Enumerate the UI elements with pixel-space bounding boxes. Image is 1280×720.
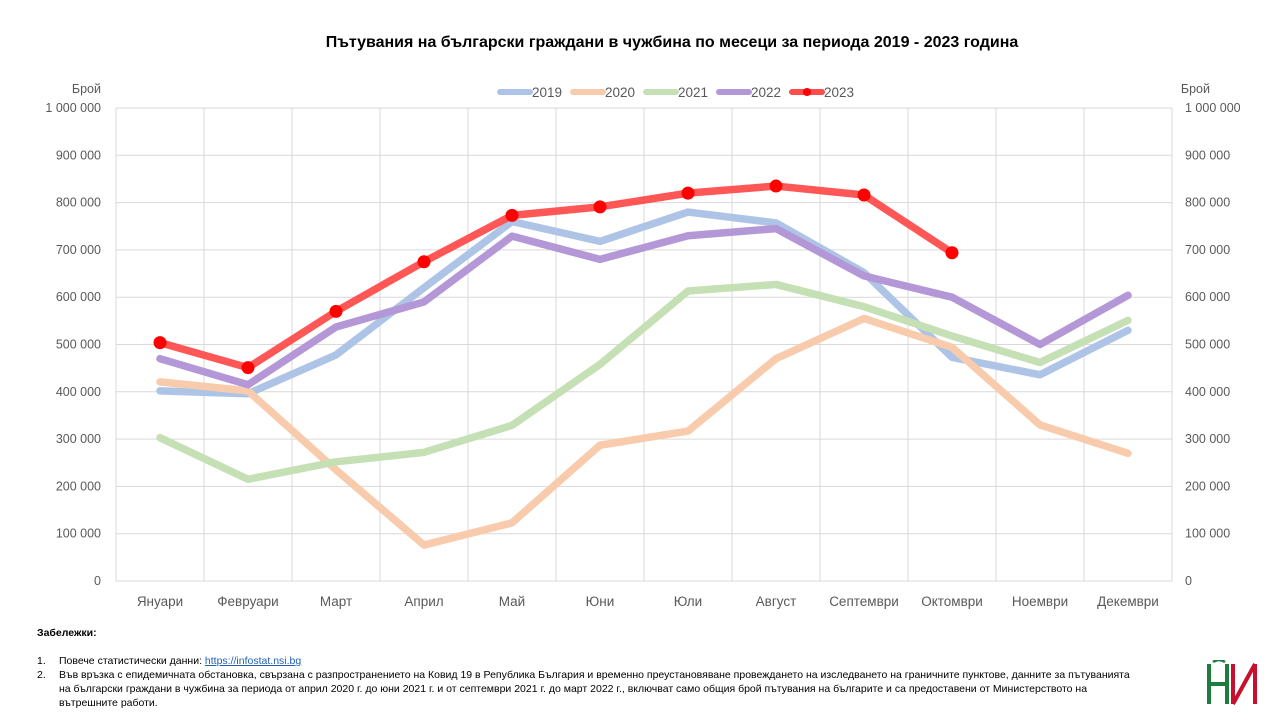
x-tick-label: Юли	[674, 594, 702, 609]
x-tick-label: Март	[320, 594, 352, 609]
y-tick-label-left: 600 000	[56, 290, 101, 304]
note-text: Повече статистически данни: https://info…	[59, 655, 302, 667]
legend-marker-2023	[803, 88, 811, 96]
x-tick-label: Ноември	[1012, 594, 1068, 609]
x-tick-label: Декември	[1097, 594, 1159, 609]
y-tick-label-left: 900 000	[56, 148, 101, 162]
y-tick-label-left: 400 000	[56, 385, 101, 399]
y-tick-label-left: 1 000 000	[45, 101, 101, 115]
infostat-link[interactable]: https://infostat.nsi.bg	[204, 655, 302, 667]
data-point-2023	[329, 304, 343, 318]
y-tick-label-left: 500 000	[56, 338, 101, 352]
y-tick-label-right: 900 000	[1185, 148, 1230, 162]
x-tick-label: Януари	[137, 594, 183, 609]
legend-label: 2019	[532, 85, 562, 100]
data-point-2023	[505, 208, 519, 222]
legend-label: 2021	[678, 85, 708, 100]
note-2: 2. Във връзка с епидемичната обстановка,…	[37, 668, 1137, 710]
line-chart: 0 0 100 000 100 000 200 000 200 000 300 000 300…	[45, 82, 1241, 609]
data-point-2023	[153, 336, 167, 350]
x-tick-label: Октомври	[921, 594, 983, 609]
series-line-2022	[156, 224, 1132, 389]
chart-title: Пътувания на български граждани в чужбин…	[325, 34, 1019, 51]
data-point-2023	[857, 188, 871, 202]
series-line-2023	[156, 182, 956, 372]
y-tick-label-right: 600 000	[1185, 290, 1230, 304]
x-tick-label: Април	[404, 594, 443, 609]
y-tick-label-left: 700 000	[56, 243, 101, 257]
data-point-2023	[945, 246, 959, 260]
y-tick-label-right: 0	[1185, 574, 1192, 588]
data-point-2023	[593, 200, 607, 214]
note-number: 1.	[37, 655, 46, 667]
note-1: 1. Повече статистически данни: https://i…	[37, 654, 1137, 668]
x-tick-label: Юни	[586, 594, 615, 609]
data-point-2023	[417, 255, 431, 269]
y-tick-label-left: 100 000	[56, 527, 101, 541]
x-tick-label: Февруари	[217, 594, 278, 609]
x-tick-label: Август	[756, 594, 797, 609]
nsi-logo	[1207, 660, 1257, 705]
legend-label: 2022	[751, 85, 781, 100]
y-tick-label-right: 700 000	[1185, 243, 1230, 257]
notes-title: Забележки:	[37, 627, 97, 639]
y-tick-label-left: 800 000	[56, 196, 101, 210]
y-tick-label-left: 200 000	[56, 479, 101, 493]
y-tick-label-right: 500 000	[1185, 338, 1230, 352]
data-point-2023	[769, 179, 783, 193]
y-tick-label-right: 800 000	[1185, 196, 1230, 210]
y-tick-label-right: 400 000	[1185, 385, 1230, 399]
y-tick-label-right: 200 000	[1185, 479, 1230, 493]
legend-label: 2023	[824, 85, 854, 100]
data-point-2023	[241, 361, 255, 375]
y-tick-label-right: 1 000 000	[1185, 101, 1241, 115]
y-tick-label-left: 0	[94, 574, 101, 588]
legend-label: 2020	[605, 85, 635, 100]
y-tick-label-right: 100 000	[1185, 527, 1230, 541]
series-line-2021	[156, 280, 1132, 484]
y-tick-label-right: 300 000	[1185, 432, 1230, 446]
y-axis-label-right: Брой	[1181, 82, 1210, 96]
note-text: Във връзка с епидемичната обстановка, св…	[59, 669, 1130, 709]
y-axis-label-left: Брой	[72, 82, 101, 96]
data-point-2023	[681, 186, 695, 200]
series-line-2020	[156, 314, 1132, 549]
y-tick-label-left: 300 000	[56, 432, 101, 446]
x-tick-label: Май	[499, 594, 525, 609]
notes-section: Забележки: 1. Повече статистически данни…	[37, 626, 1137, 710]
x-tick-label: Септември	[829, 594, 899, 609]
note-number: 2.	[37, 669, 46, 681]
